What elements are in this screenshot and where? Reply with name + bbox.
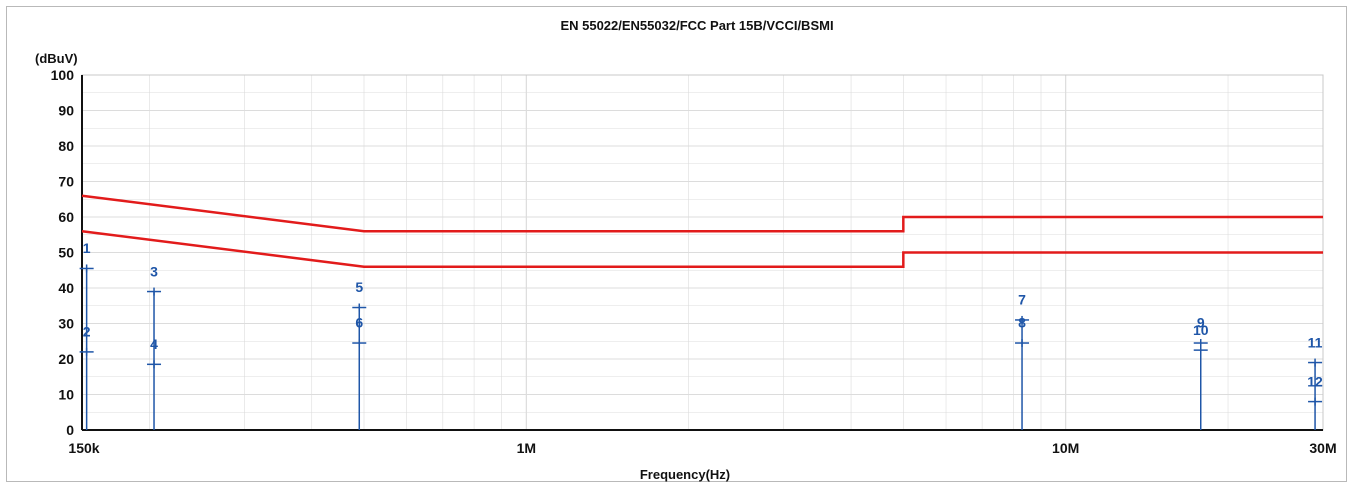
marker-label-11: 11 — [1308, 334, 1323, 350]
emission-chart: EN 55022/EN55032/FCC Part 15B/VCCI/BSMI … — [35, 18, 1337, 482]
chart-frame: EN 55022/EN55032/FCC Part 15B/VCCI/BSMI … — [6, 6, 1347, 482]
limit-line — [81, 194, 1323, 233]
x-axis-label: Frequency(Hz) — [640, 467, 730, 482]
y-tick-label: 100 — [51, 67, 75, 83]
marker-label-4: 4 — [150, 336, 158, 352]
y-tick-label: 70 — [58, 174, 74, 190]
marker-label-5: 5 — [355, 279, 363, 295]
limit-line — [81, 229, 1323, 268]
x-tick-label: 10M — [1052, 440, 1079, 456]
marker-label-9: 9 — [1197, 315, 1205, 331]
x-tick-label: 1M — [517, 440, 536, 456]
y-axis-unit-label: (dBuV) — [35, 51, 78, 66]
marker-label-12: 12 — [1307, 373, 1323, 389]
y-tick-label: 10 — [58, 387, 74, 403]
chart-title: EN 55022/EN55032/FCC Part 15B/VCCI/BSMI — [560, 18, 833, 33]
limit-lines — [81, 194, 1323, 268]
grid-lines — [82, 75, 1323, 430]
x-tick-label: 150k — [68, 440, 99, 456]
y-tick-label: 60 — [58, 209, 74, 225]
marker-label-8: 8 — [1018, 315, 1026, 331]
y-tick-label: 20 — [58, 351, 74, 367]
x-tick-labels: 150k 1M 10M 30M — [68, 440, 1336, 456]
marker-label-2: 2 — [83, 324, 91, 340]
marker-label-1: 1 — [83, 240, 91, 256]
y-tick-label: 90 — [58, 103, 74, 119]
marker-label-7: 7 — [1018, 292, 1026, 308]
y-tick-labels: 0 10 20 30 40 50 60 70 80 90 100 — [51, 67, 75, 438]
y-tick-label: 0 — [66, 422, 74, 438]
marker-label-6: 6 — [355, 315, 363, 331]
marker-label-3: 3 — [150, 263, 158, 279]
y-tick-label: 40 — [58, 280, 74, 296]
y-tick-label: 80 — [58, 138, 74, 154]
y-tick-label: 50 — [58, 245, 74, 261]
x-tick-label: 30M — [1309, 440, 1336, 456]
marker-label-10: 10 — [1193, 322, 1209, 338]
y-tick-label: 30 — [58, 316, 74, 332]
